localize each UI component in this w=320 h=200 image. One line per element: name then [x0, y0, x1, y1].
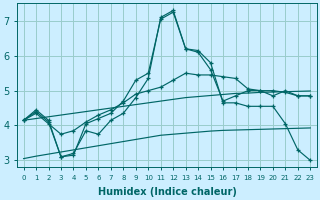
X-axis label: Humidex (Indice chaleur): Humidex (Indice chaleur) [98, 187, 236, 197]
